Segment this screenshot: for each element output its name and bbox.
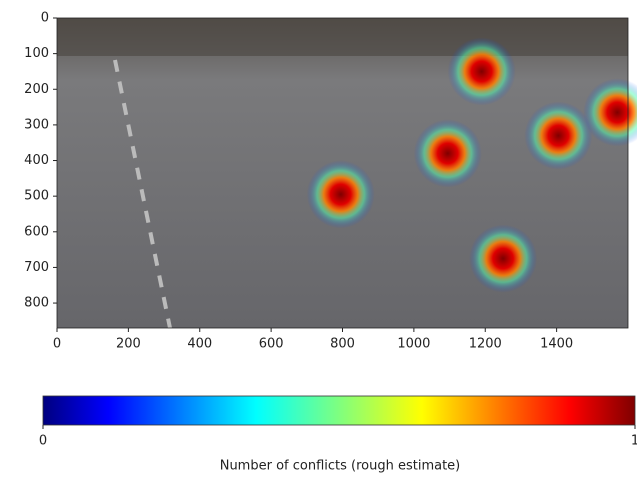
- x-tick-label: 400: [187, 337, 212, 352]
- x-tick-label: 1400: [540, 337, 573, 352]
- y-tick-label: 100: [24, 46, 49, 61]
- x-tick-label: 0: [53, 337, 61, 352]
- x-tick-label: 1200: [469, 337, 502, 352]
- colorbar-tick-label: 0: [39, 434, 47, 449]
- hotspot: [447, 37, 516, 106]
- x-tick-label: 800: [330, 337, 355, 352]
- x-tick-label: 1000: [397, 337, 430, 352]
- y-tick-label: 800: [24, 296, 49, 311]
- y-tick-label: 400: [24, 153, 49, 168]
- y-tick-label: 300: [24, 117, 49, 132]
- colorbar: [42, 395, 636, 426]
- colorbar-label: Number of conflicts (rough estimate): [220, 459, 461, 474]
- y-tick-label: 200: [24, 82, 49, 97]
- hotspot: [583, 78, 637, 147]
- x-tick-label: 200: [116, 337, 141, 352]
- y-tick-label: 600: [24, 224, 49, 239]
- road-marking: [113, 59, 172, 329]
- hotspot: [469, 224, 538, 293]
- colorbar-tick-label: 1: [631, 434, 637, 449]
- hotspot: [306, 160, 375, 229]
- x-tick-label: 600: [259, 337, 284, 352]
- hotspot: [413, 119, 482, 188]
- buildings: [57, 18, 628, 56]
- y-tick-label: 500: [24, 189, 49, 204]
- y-tick-label: 0: [41, 11, 49, 26]
- y-tick-label: 700: [24, 260, 49, 275]
- hotspot: [524, 101, 593, 170]
